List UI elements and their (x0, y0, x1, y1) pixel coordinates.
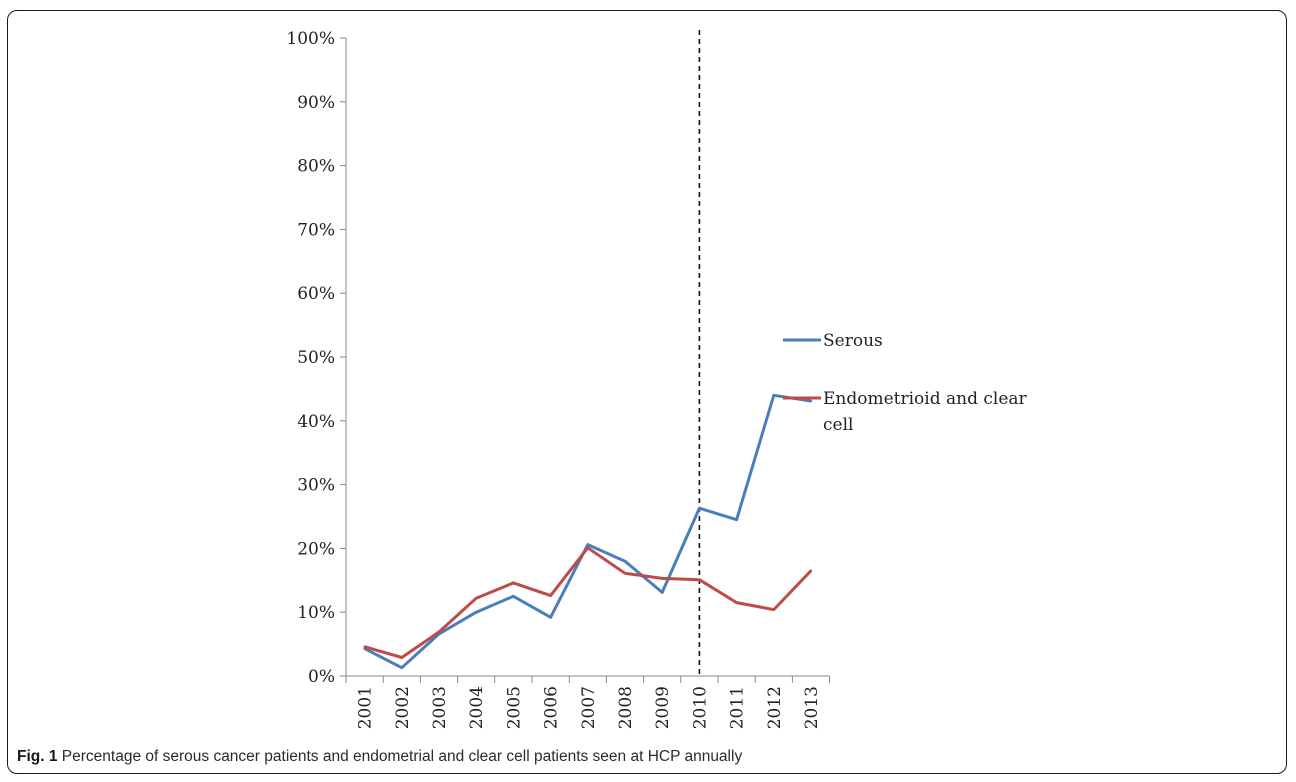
y-tick-label: 20% (297, 539, 335, 559)
y-tick-label: 50% (297, 348, 335, 368)
data-point-endometrioid (661, 577, 664, 580)
data-point-endometrioid (437, 630, 441, 634)
data-point-endometrioid (809, 569, 813, 572)
data-point-serous (512, 595, 515, 598)
data-point-serous (400, 666, 403, 669)
data-point-serous (475, 611, 478, 614)
x-tick-label: 2010 (690, 686, 710, 729)
y-tick-label: 80% (297, 157, 335, 177)
data-point-endometrioid (772, 608, 775, 611)
data-point-serous (623, 559, 627, 563)
data-point-serous (586, 543, 589, 546)
data-point-endometrioid (363, 645, 366, 648)
data-point-serous (735, 518, 738, 521)
data-point-serous (698, 507, 701, 510)
y-tick-label: 60% (297, 284, 335, 304)
x-tick-label: 2004 (467, 686, 487, 729)
legend-label-serous: Serous (823, 331, 883, 351)
caption-label: Fig. 1 (17, 748, 58, 765)
y-tick-label: 0% (308, 667, 335, 687)
y-axis: 0% 10% 20% 30% 40% 50% 60% 70% 80% 90% 100% (286, 29, 347, 687)
y-tick-label: 40% (297, 412, 335, 432)
x-tick-label: 2006 (542, 686, 562, 729)
data-point-endometrioid (475, 596, 478, 600)
data-point-serous (549, 616, 552, 619)
x-tick-label: 2003 (430, 686, 450, 729)
data-point-endometrioid (586, 546, 589, 549)
data-point-endometrioid (512, 581, 515, 585)
x-tick-label: 2005 (504, 686, 524, 729)
data-point-serous (809, 399, 813, 403)
x-tick-label: 2011 (728, 686, 748, 729)
x-axis: 2001 2002 2003 2004 2005 2006 2007 2008 2009 2010… (345, 675, 831, 729)
x-tick-label: 2009 (653, 686, 673, 729)
data-point-endometrioid (549, 594, 552, 597)
data-point-endometrioid (400, 656, 403, 659)
data-point-endometrioid (623, 572, 627, 575)
x-tick-label: 2008 (616, 686, 636, 729)
data-point-endometrioid (698, 578, 701, 581)
x-tick-label: 2002 (393, 686, 413, 729)
y-tick-label: 10% (297, 603, 335, 623)
series-layer (363, 30, 813, 676)
x-tick-label: 2001 (356, 686, 376, 729)
y-tick-label: 90% (297, 93, 335, 113)
legend: Serous Endometrioid and clear cell (783, 331, 1028, 435)
data-point-serous (772, 394, 775, 397)
series-line-serous (363, 393, 812, 670)
legend-label-endometrioid-line2: cell (823, 415, 853, 435)
x-tick-label: 2007 (579, 686, 599, 729)
x-tick-label: 2013 (802, 686, 822, 729)
data-point-endometrioid (735, 601, 738, 604)
legend-label-endometrioid-line1: Endometrioid and clear (823, 389, 1028, 409)
y-tick-label: 100% (286, 29, 335, 49)
data-point-serous (661, 591, 664, 594)
figure-frame (7, 10, 1287, 774)
figure-caption: Fig. 1 Percentage of serous cancer patie… (17, 748, 1277, 766)
y-tick-label: 30% (297, 476, 335, 496)
x-tick-label: 2012 (765, 686, 785, 729)
caption-text: Percentage of serous cancer patients and… (57, 748, 743, 765)
y-tick-label: 70% (297, 220, 335, 240)
